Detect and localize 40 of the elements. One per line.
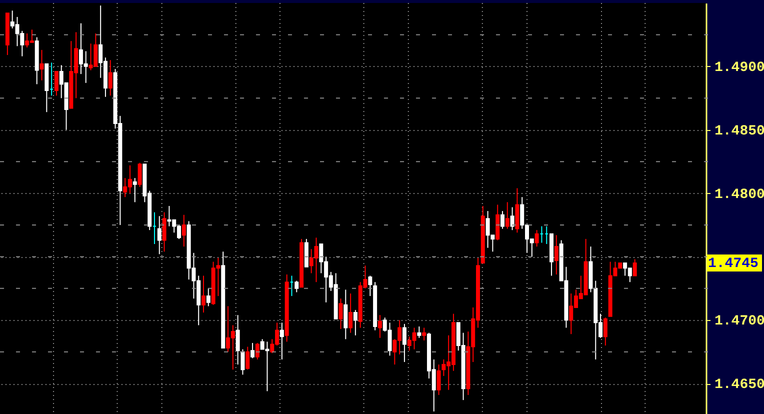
candlestick xyxy=(422,327,426,341)
candlestick xyxy=(402,323,406,362)
candlestick xyxy=(108,60,112,96)
candlestick xyxy=(162,212,166,252)
candlestick xyxy=(500,210,504,230)
candlestick xyxy=(132,178,137,203)
candlestick xyxy=(510,206,514,231)
candlestick xyxy=(632,258,637,276)
candlestick xyxy=(157,216,162,255)
candlestick xyxy=(353,309,358,336)
candlestick xyxy=(202,275,206,314)
y-tick-label: 1.4650 xyxy=(714,377,764,394)
candlestick xyxy=(378,314,382,338)
candlestick xyxy=(368,275,372,297)
candlestick xyxy=(54,71,58,96)
candlestick xyxy=(344,289,348,340)
candlestick xyxy=(294,280,299,293)
candlestick xyxy=(250,342,255,359)
y-tick-label: 1.4900 xyxy=(714,60,764,76)
candlestick xyxy=(338,298,343,330)
y-tick-label: 1.4700 xyxy=(714,314,764,330)
candlestick xyxy=(554,234,558,275)
candlestick xyxy=(534,230,539,248)
candlestick xyxy=(417,326,422,338)
candlestick xyxy=(505,202,510,230)
candlestick xyxy=(40,49,44,81)
y-tick-label: 1.4800 xyxy=(714,186,764,203)
candlestick xyxy=(246,346,250,370)
y-tick-label: 1.4850 xyxy=(714,123,764,140)
candlestick xyxy=(255,342,260,360)
candlestick xyxy=(236,314,240,366)
candlestick xyxy=(603,317,608,346)
candlestick xyxy=(206,288,210,307)
candlestick xyxy=(182,214,186,248)
ref-line-label: 1.4745 xyxy=(708,256,758,272)
candlestick xyxy=(240,348,245,376)
candlestick xyxy=(436,364,441,396)
candlestick xyxy=(348,292,353,334)
candlestick xyxy=(280,322,284,360)
candlestick xyxy=(138,162,142,188)
